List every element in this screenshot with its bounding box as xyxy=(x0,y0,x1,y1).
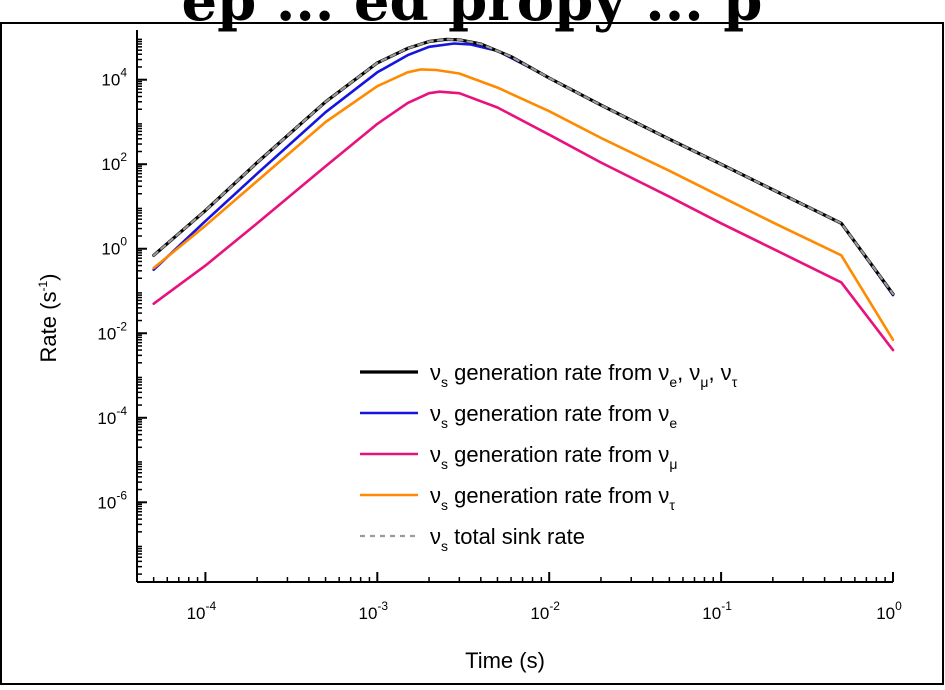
y-tick-label: 10-6 xyxy=(97,488,127,512)
y-tick-label: 100 xyxy=(101,235,127,259)
x-tick-label: 10-2 xyxy=(530,599,560,623)
x-axis-title: Time (s) xyxy=(465,648,545,673)
series-line-gen-tau xyxy=(152,68,895,342)
legend-label-total-gen: νs​ generation rate from νe​, νμ​, ντ​ xyxy=(430,360,738,390)
legend-label-total-sink: νs​ total sink rate xyxy=(430,524,585,554)
x-tick-label: 10-4 xyxy=(187,599,217,623)
y-tick-label: 10-4 xyxy=(97,404,127,428)
y-tick-label: 10-2 xyxy=(97,319,127,343)
series-line-total-sink xyxy=(152,38,895,296)
series-line-gen-e xyxy=(152,42,895,297)
cropped-title: ep ... ed propy ... p xyxy=(182,0,763,34)
plot-layer: 10-4 10-3 10-2 10-1 100 10-6 10-4 10-2 100 102 104… xyxy=(36,30,902,673)
legend-label-gen-e: νs​ generation rate from νe​ xyxy=(430,401,677,431)
x-tick-label: 10-3 xyxy=(359,599,389,623)
series-line-gen-mu xyxy=(152,90,895,352)
y-tick-label: 104 xyxy=(101,66,127,90)
x-tick-label: 100 xyxy=(876,599,902,623)
figure-frame xyxy=(0,22,944,685)
y-tick-label: 102 xyxy=(101,150,127,174)
x-tick-label: 10-1 xyxy=(702,599,732,623)
legend-label-gen-tau: νs​ generation rate from ντ​ xyxy=(430,483,675,513)
legend-label-gen-mu: νs​ generation rate from νμ​ xyxy=(430,442,677,472)
y-axis-title: Rate (s-1) xyxy=(36,274,61,363)
